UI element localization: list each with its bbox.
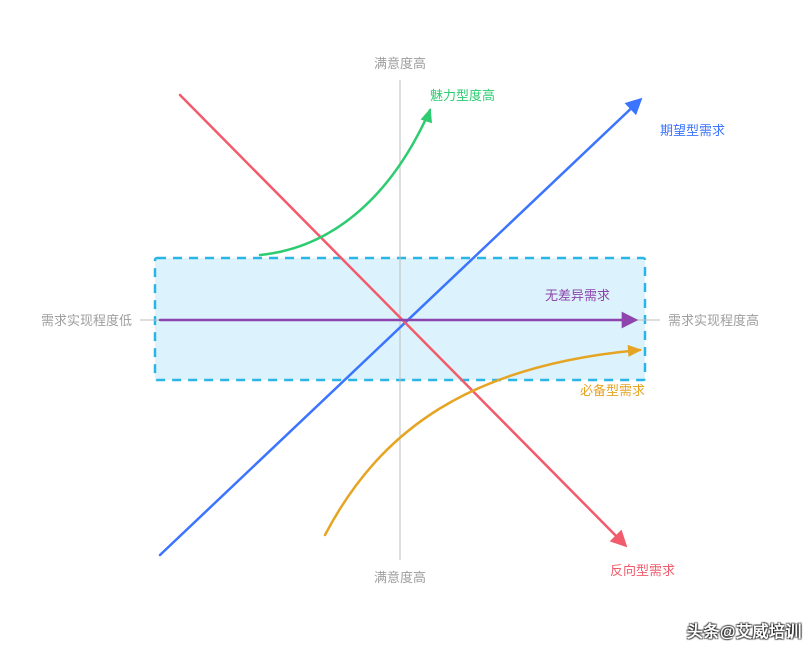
- attractive-arrowhead: [421, 106, 437, 123]
- kano-model-diagram: 满意度高 满意度高 需求实现程度低 需求实现程度高 期望型需求 反向型需求 无差…: [0, 0, 812, 650]
- indifferent-label: 无差异需求: [545, 288, 610, 303]
- mustbe-label: 必备型需求: [580, 383, 645, 398]
- expected-label: 期望型需求: [660, 123, 725, 138]
- attractive-label: 魅力型度高: [430, 88, 495, 103]
- watermark-text: 头条@艾威培训: [687, 618, 802, 642]
- reverse-label: 反向型需求: [610, 563, 675, 578]
- axis-label-left: 需求实现程度低: [41, 313, 132, 328]
- attractive-demand-curve: [260, 110, 430, 255]
- axis-label-top: 满意度高: [374, 56, 426, 71]
- axis-label-bottom: 满意度高: [374, 570, 426, 585]
- axis-label-right: 需求实现程度高: [668, 313, 759, 328]
